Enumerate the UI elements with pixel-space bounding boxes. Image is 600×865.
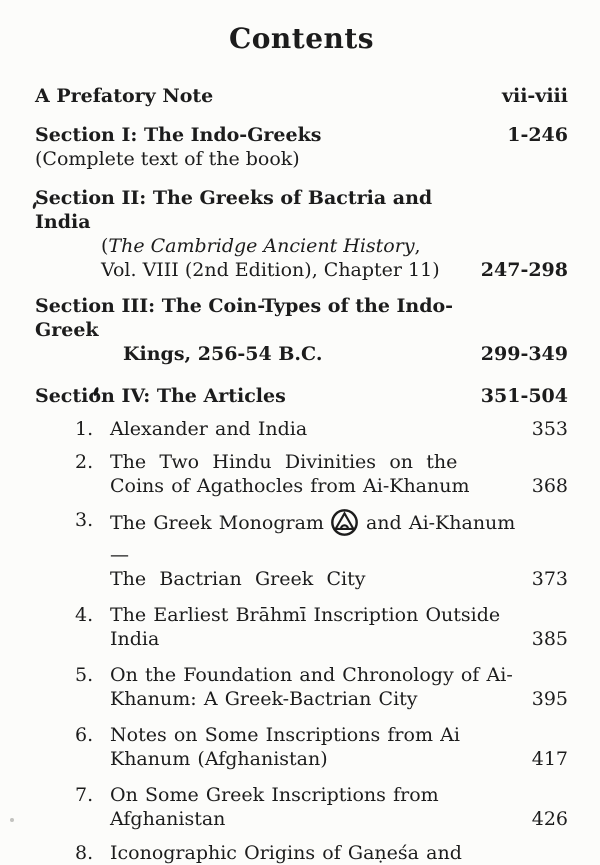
scan-speck-left-margin: [10, 818, 14, 822]
section-2-source-line-2: Vol. VIII (2nd Edition), Chapter 11): [101, 259, 440, 281]
article-7-number: 7.: [75, 784, 94, 806]
article-7-title: On Some Greek Inscriptions from Afghanis…: [110, 783, 524, 831]
section-4-pages: 351-504: [480, 385, 568, 407]
toc-entry-section-1: Section I: The Indo-Greeks (Complete tex…: [35, 123, 568, 171]
section-2-source-paren: (: [101, 235, 109, 257]
article-4-number: 4.: [75, 604, 94, 626]
section-1-note: (Complete text of the book): [35, 148, 300, 170]
section-2-heading: Section II: The Greeks of Bactria and In…: [35, 187, 433, 233]
article-3-page: 373: [531, 568, 568, 590]
article-4-page: 385: [531, 628, 568, 650]
article-2-title-line-2: Coins of Agathocles from Ai-Khanum: [110, 475, 470, 497]
article-entry-6: 6. Notes on Some Inscriptions from Ai Kh…: [75, 723, 568, 771]
article-6-title: Notes on Some Inscriptions from Ai Khanu…: [110, 723, 524, 771]
article-3-title: The Greek Monogram and Ai-Khanum— The Bac…: [110, 508, 524, 591]
article-2-number: 2.: [75, 451, 94, 473]
greek-monogram-icon: [330, 508, 359, 543]
article-1-page: 353: [531, 418, 568, 440]
page-title: Contents: [228, 22, 375, 55]
article-5-title: On the Foundation and Chronology of Ai- …: [110, 663, 524, 711]
section-3-heading-line-1: Section III: The Coin-Types of the Indo-…: [35, 295, 454, 341]
article-3-title-before-icon: The Greek Monogram: [110, 512, 324, 534]
toc-entry-section-4: Section IV: The Articles 351-504: [35, 384, 568, 408]
toc-entry-prefatory-note: A Prefatory Note vii-viii: [35, 84, 568, 108]
article-entry-7: 7. On Some Greek Inscriptions from Afgha…: [75, 783, 568, 831]
article-8-title-line-1: Iconographic Origins of Gaṇeśa and: [110, 842, 462, 864]
article-5-title-line-1: On the Foundation and Chronology of Ai-: [110, 664, 513, 686]
article-1-number: 1.: [75, 418, 94, 440]
article-6-page: 417: [531, 748, 568, 770]
article-6-number: 6.: [75, 724, 94, 746]
article-2-page: 368: [531, 475, 568, 497]
section-3-heading-line-2: Kings, 256-54 B.C.: [123, 343, 323, 365]
article-entry-1: 1. Alexander and India 353: [75, 417, 568, 441]
article-3-title-line-2: The Bactrian Greek City: [110, 568, 366, 590]
article-entry-4: 4. The Earliest Brāhmī Inscription Outsi…: [75, 603, 568, 651]
article-5-title-line-2: Khanum: A Greek-Bactrian City: [110, 688, 418, 710]
article-entry-2: 2. The Two Hindu Divinities on the Coins…: [75, 450, 568, 498]
article-7-page: 426: [531, 808, 568, 830]
article-5-page: 395: [531, 688, 568, 710]
article-entry-3: 3. The Greek Monogram and Ai-Khanum— The …: [75, 508, 568, 591]
article-6-title-line-2: Khanum (Afghanistan): [110, 748, 328, 770]
section-4-heading: Section IV: The Articles: [35, 385, 286, 407]
article-entry-5: 5. On the Foundation and Chronology of A…: [75, 663, 568, 711]
articles-list: 1. Alexander and India 353 2. The Two Hi…: [75, 417, 568, 865]
article-4-title-line-2: India: [110, 628, 160, 650]
article-6-title-line-1: Notes on Some Inscriptions from Ai: [110, 724, 460, 746]
article-3-title-after-icon: and Ai-Khanum—: [110, 512, 516, 566]
section-1-pages: 1-246: [507, 124, 568, 146]
article-4-title-line-1: The Earliest Brāhmī Inscription Outside: [110, 604, 501, 626]
prefatory-note-label: A Prefatory Note: [35, 85, 214, 107]
toc-entry-section-3: Section III: The Coin-Types of the Indo-…: [35, 294, 568, 366]
article-3-title-line-1: The Greek Monogram and Ai-Khanum—: [110, 508, 524, 567]
article-2-title: The Two Hindu Divinities on the Coins of…: [110, 450, 524, 498]
prefatory-note-pages: vii-viii: [501, 85, 568, 107]
toc-entry-section-2: Section II: The Greeks of Bactria and In…: [35, 186, 568, 282]
article-5-number: 5.: [75, 664, 94, 686]
article-entry-8: 8. Iconographic Origins of Gaṇeśa and th…: [75, 841, 568, 865]
article-4-title: The Earliest Brāhmī Inscription Outside …: [110, 603, 524, 651]
article-2-title-line-1: The Two Hindu Divinities on the: [110, 451, 458, 473]
section-2-pages: 247-298: [480, 259, 568, 281]
section-2-source-title-italic: The Cambridge Ancient History: [108, 235, 415, 257]
section-2-source-line-1: (The Cambridge Ancient History,: [35, 234, 471, 258]
article-7-title-line-1: On Some Greek Inscriptions from: [110, 784, 439, 806]
article-1-title: Alexander and India: [110, 418, 308, 440]
article-3-number: 3.: [75, 509, 94, 531]
article-7-title-line-2: Afghanistan: [110, 808, 226, 830]
article-8-number: 8.: [75, 842, 94, 864]
section-3-pages: 299-349: [480, 343, 568, 365]
article-8-title: Iconographic Origins of Gaṇeśa and the E…: [110, 841, 524, 865]
section-1-heading: Section I: The Indo-Greeks: [35, 124, 322, 146]
section-2-source-comma: ,: [414, 235, 421, 257]
